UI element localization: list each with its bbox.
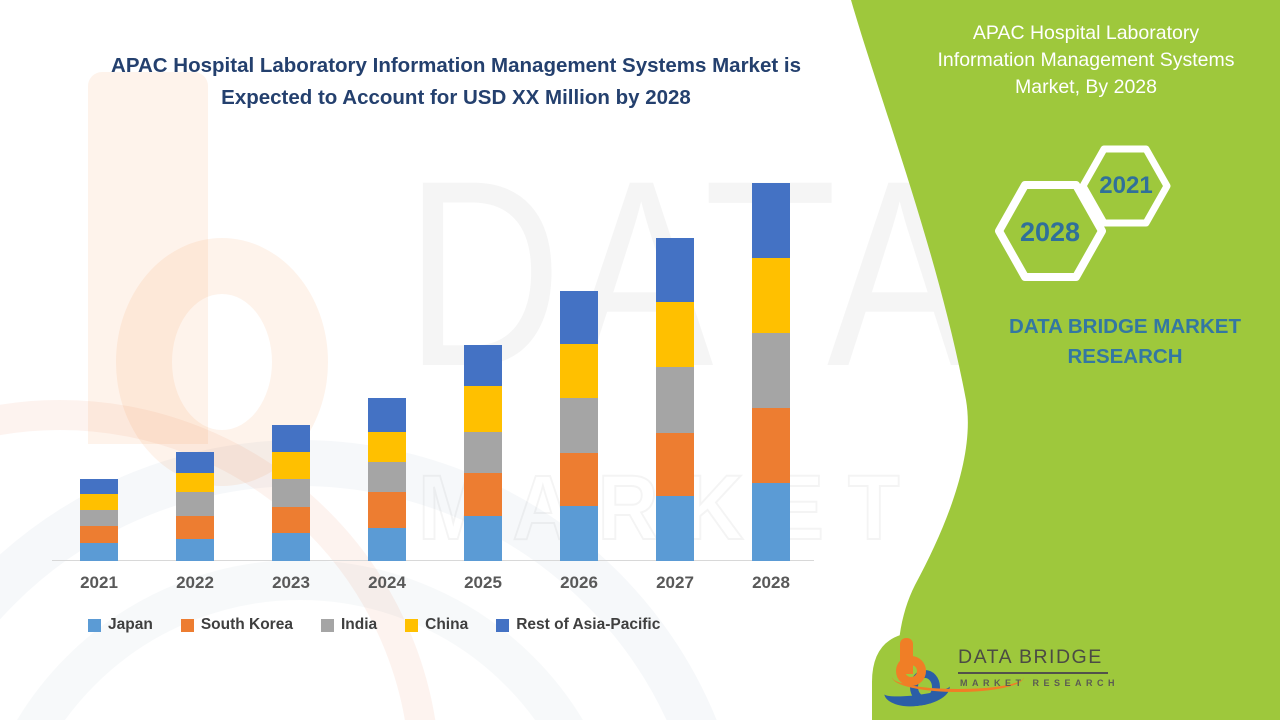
bar-segment-japan xyxy=(80,543,118,561)
bar-segment-india xyxy=(656,367,694,433)
page-title-line2: Expected to Account for USD XX Million b… xyxy=(221,86,691,109)
bar-2026 xyxy=(560,291,598,561)
bar-segment-rest-of-asia-pacific xyxy=(272,425,310,452)
bar-segment-japan xyxy=(368,528,406,561)
bar-segment-japan xyxy=(464,516,502,561)
hexagon-year-2021: 2021 xyxy=(1099,172,1153,199)
bar-segment-rest-of-asia-pacific xyxy=(464,345,502,386)
bar-segment-rest-of-asia-pacific xyxy=(368,398,406,432)
bar-segment-china xyxy=(368,432,406,462)
bar-segment-japan xyxy=(656,496,694,561)
bar-segment-south-korea xyxy=(272,507,310,533)
bar-segment-south-korea xyxy=(368,492,406,528)
legend-item-japan: Japan xyxy=(88,616,153,634)
legend-label: China xyxy=(425,616,469,633)
bar-segment-rest-of-asia-pacific xyxy=(80,479,118,494)
x-tick-label-2023: 2023 xyxy=(272,573,310,592)
bar-segment-rest-of-asia-pacific xyxy=(560,291,598,344)
legend-swatch-icon xyxy=(88,618,101,632)
right-panel-title: APAC Hospital Laboratory Information Man… xyxy=(898,20,1274,101)
brand-title-line2: RESEARCH xyxy=(1067,345,1183,368)
legend-swatch-icon xyxy=(405,618,419,632)
right-panel-title-line3: Market, By 2028 xyxy=(1015,76,1157,98)
hexagon-2021-outline-icon xyxy=(1079,145,1171,227)
logo-subtext: MARKET RESEARCH xyxy=(960,678,1120,688)
legend-label: India xyxy=(340,616,378,633)
logo-divider xyxy=(958,672,1108,674)
bar-segment-japan xyxy=(560,506,598,561)
page-title: APAC Hospital Laboratory Information Man… xyxy=(60,50,852,114)
right-panel-title-line1: APAC Hospital Laboratory xyxy=(972,22,1200,44)
brand-title: DATA BRIDGE MARKET RESEARCH xyxy=(960,312,1280,372)
bar-2021 xyxy=(80,479,118,561)
bar-2025 xyxy=(464,345,502,561)
logo-card-shape xyxy=(872,632,1280,720)
dbmr-logo-icon xyxy=(882,638,1024,710)
x-tick-label-2028: 2028 xyxy=(752,573,790,592)
x-tick-label-2024: 2024 xyxy=(368,573,406,592)
bar-segment-india xyxy=(368,462,406,492)
legend-swatch-icon xyxy=(496,618,510,632)
page-title-line1: APAC Hospital Laboratory Information Man… xyxy=(111,54,801,77)
legend: Japan South Korea India China Rest of Asia-P… xyxy=(88,616,660,634)
bar-segment-china xyxy=(656,302,694,367)
bar-2028 xyxy=(752,183,790,561)
x-tick-label-2022: 2022 xyxy=(176,573,214,592)
bar-segment-south-korea xyxy=(80,526,118,543)
legend-label: South Korea xyxy=(200,616,293,633)
hexagon-year-2028: 2028 xyxy=(1019,217,1081,247)
legend-item-rest-of-asia-pacific: Rest of Asia-Pacific xyxy=(496,616,660,634)
bar-segment-india xyxy=(272,479,310,507)
x-tick-label-2025: 2025 xyxy=(464,573,502,592)
bar-segment-japan xyxy=(272,533,310,561)
dbmr-logo-orange-bowl-icon xyxy=(896,656,926,686)
bar-segment-china xyxy=(272,452,310,479)
bar-segment-south-korea xyxy=(560,453,598,506)
bar-segment-india xyxy=(80,510,118,526)
bar-segment-rest-of-asia-pacific xyxy=(656,238,694,302)
bar-segment-china xyxy=(752,258,790,333)
bar-segment-china xyxy=(80,494,118,510)
bar-segment-china xyxy=(464,386,502,432)
bar-segment-japan xyxy=(752,483,790,561)
hexagon-2028-outline-icon xyxy=(995,181,1106,281)
bar-2024 xyxy=(368,398,406,561)
x-tick-label-2026: 2026 xyxy=(560,573,598,592)
legend-item-india: India xyxy=(320,616,378,634)
logo-wordmark: DATA BRIDGE xyxy=(958,646,1103,668)
bar-segment-rest-of-asia-pacific xyxy=(176,452,214,473)
bar-segment-india xyxy=(176,492,214,516)
bar-segment-india xyxy=(464,432,502,473)
bar-segment-south-korea xyxy=(176,516,214,539)
right-panel-title-line2: Information Management Systems xyxy=(937,49,1235,71)
bar-segment-india xyxy=(560,398,598,453)
bar-segment-china xyxy=(560,344,598,398)
legend-item-china: China xyxy=(405,616,468,634)
logo-card: DATA BRIDGE MARKET RESEARCH xyxy=(882,636,1264,716)
legend-label: Japan xyxy=(108,616,153,633)
legend-swatch-icon xyxy=(180,618,194,632)
legend-item-south-korea: South Korea xyxy=(180,616,293,634)
legend-label: Rest of Asia-Pacific xyxy=(516,616,661,633)
bar-segment-south-korea xyxy=(464,473,502,516)
bar-segment-india xyxy=(752,333,790,408)
bar-segment-japan xyxy=(176,539,214,561)
bar-2027 xyxy=(656,238,694,561)
bar-segment-south-korea xyxy=(656,433,694,496)
dbmr-logo-orange-swoosh-icon xyxy=(892,662,1024,692)
x-axis-line xyxy=(52,560,814,561)
x-tick-label-2027: 2027 xyxy=(656,573,694,592)
bar-segment-rest-of-asia-pacific xyxy=(752,183,790,258)
bar-2023 xyxy=(272,425,310,561)
bar-2022 xyxy=(176,452,214,561)
bar-segment-south-korea xyxy=(752,408,790,483)
bar-segment-china xyxy=(176,473,214,492)
green-panel-shape xyxy=(851,0,1280,720)
legend-swatch-icon xyxy=(320,618,334,632)
x-tick-label-2021: 2021 xyxy=(80,573,118,592)
brand-title-line1: DATA BRIDGE MARKET xyxy=(1009,315,1241,338)
